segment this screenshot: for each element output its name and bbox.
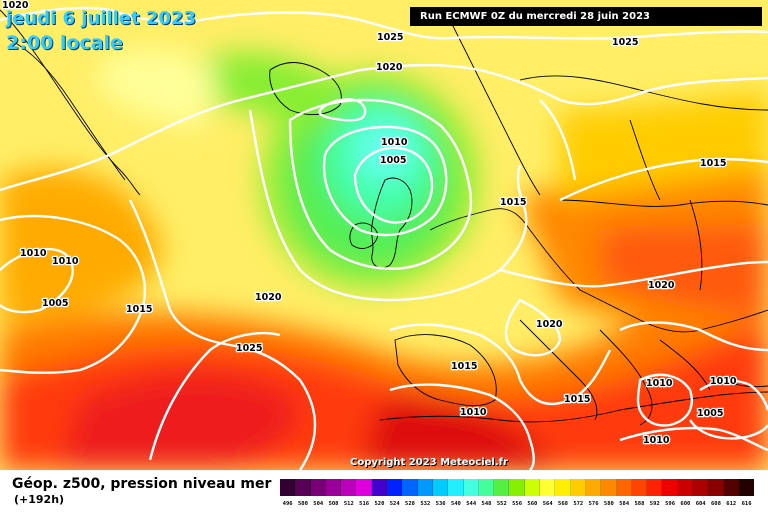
color-scale-swatch — [448, 479, 464, 496]
color-scale-swatch — [693, 479, 709, 496]
isobar-label: 1010 — [20, 248, 47, 259]
color-scale-swatch — [540, 479, 556, 496]
isobar-lines — [0, 6, 768, 470]
isobar-label: 1015 — [700, 158, 726, 169]
isobar-label: 1020 — [2, 0, 29, 11]
color-scale — [280, 479, 755, 496]
color-scale-swatch — [570, 479, 586, 496]
color-scale-swatch — [616, 479, 632, 496]
isobar-label: 1020 — [536, 319, 563, 330]
color-scale-swatch — [280, 479, 296, 496]
color-scale-swatch — [677, 479, 694, 496]
color-scale-label: 508 — [328, 501, 339, 507]
color-scale-label: 584 — [619, 501, 630, 507]
isobar-label: 1010 — [381, 137, 408, 148]
color-scale-label: 520 — [374, 501, 385, 507]
color-scale-label: 532 — [420, 501, 431, 507]
isobar-label: 1025 — [236, 343, 262, 354]
color-scale-swatch — [341, 479, 357, 496]
model-run-banner: Run ECMWF 0Z du mercredi 28 juin 2023 — [410, 7, 762, 26]
color-scale-label: 512 — [343, 501, 354, 507]
isobar-label: 1020 — [376, 62, 403, 73]
color-scale-swatch — [738, 479, 755, 496]
color-scale-label: 612 — [726, 501, 737, 507]
color-scale-label: 596 — [665, 501, 676, 507]
isobar-label: 1015 — [500, 197, 526, 208]
isobar-label: 1010 — [460, 407, 487, 418]
color-scale-label: 552 — [496, 501, 507, 507]
color-scale-label: 528 — [405, 501, 415, 507]
color-scale-swatch — [601, 479, 617, 496]
color-scale-label: 504 — [313, 501, 324, 507]
color-scale-swatch — [478, 479, 495, 496]
color-scale-swatch — [708, 479, 724, 496]
color-scale-swatch — [295, 479, 311, 496]
color-scale-swatch — [723, 479, 739, 496]
color-scale-label: 604 — [695, 501, 706, 507]
geopotential-field: 1020 1025 1020 1025 1010 1005 1015 1015 … — [0, 0, 768, 470]
color-scale-swatch — [432, 479, 449, 496]
isobar-label: 1010 — [646, 378, 673, 389]
forecast-date: jeudi 6 juillet 2023 — [6, 8, 196, 29]
color-scale-swatch — [509, 479, 525, 496]
isobar-label: 1020 — [255, 292, 282, 303]
color-scale-label: 588 — [634, 501, 645, 507]
field-title: Géop. z500, pression niveau mer — [12, 476, 272, 492]
color-scale-swatch — [494, 479, 510, 496]
color-scale-swatch — [662, 479, 678, 496]
color-scale-swatch — [555, 479, 571, 496]
color-scale-swatch — [585, 479, 602, 496]
color-scale-label: 608 — [710, 501, 721, 507]
color-scale-label: 516 — [359, 501, 370, 507]
color-scale-label: 580 — [603, 501, 614, 507]
color-scale-label: 576 — [588, 501, 599, 507]
color-scale-swatch — [417, 479, 433, 496]
color-scale-swatch — [371, 479, 388, 496]
color-scale-label: 500 — [297, 501, 308, 507]
color-scale-swatch — [402, 479, 418, 496]
color-scale-label: 572 — [573, 501, 584, 507]
color-scale-swatch — [631, 479, 648, 496]
color-scale-label: 544 — [466, 501, 477, 507]
color-scale-label: 616 — [741, 501, 752, 507]
legend-bar: Géop. z500, pression niveau mer (+192h) … — [0, 470, 768, 512]
isobar-label: 1010 — [643, 435, 670, 446]
isobar-labels: 1020 1025 1020 1025 1010 1005 1015 1015 … — [1, 0, 738, 447]
isobar-label: 1025 — [612, 37, 638, 48]
isobar-label: 1010 — [52, 256, 79, 267]
color-scale-label: 540 — [450, 501, 461, 507]
color-scale-label: 568 — [558, 501, 568, 507]
color-scale-label: 496 — [282, 501, 293, 507]
color-scale-label: 548 — [481, 501, 492, 507]
color-scale-swatch — [356, 479, 372, 496]
color-scale-label: 524 — [389, 501, 400, 507]
color-scale-swatch — [647, 479, 663, 496]
color-scale-label: 536 — [435, 501, 446, 507]
isobar-label: 1010 — [710, 376, 737, 387]
color-scale-swatch — [524, 479, 541, 496]
isobar-label: 1015 — [451, 361, 477, 372]
isobar-label: 1020 — [648, 280, 675, 291]
isobar-label: 1005 — [42, 298, 68, 309]
color-scale-label: 592 — [649, 501, 660, 507]
color-scale-label: 564 — [542, 501, 553, 507]
copyright-text: Copyright 2023 Meteociel.fr — [350, 457, 508, 468]
color-scale-label: 556 — [512, 501, 523, 507]
isobar-label: 1015 — [126, 304, 152, 315]
color-scale-swatch — [463, 479, 479, 496]
isobar-label: 1015 — [564, 394, 590, 405]
isobar-label: 1005 — [380, 155, 406, 166]
weather-map: 1020 1025 1020 1025 1010 1005 1015 1015 … — [0, 0, 768, 470]
color-scale-swatch — [387, 479, 403, 496]
color-scale-label: 560 — [527, 501, 538, 507]
forecast-time: 2:00 locale — [6, 32, 123, 54]
color-scale-swatch — [325, 479, 342, 496]
isobar-label: 1005 — [697, 408, 723, 419]
color-scale-labels: 496 500 504 508 512 516 520 524 528 532 536 540 544 5… — [280, 501, 754, 507]
isobar-label: 1025 — [377, 32, 403, 43]
color-scale-swatch — [310, 479, 326, 496]
color-scale-label: 600 — [680, 501, 691, 507]
lead-time: (+192h) — [14, 493, 65, 506]
